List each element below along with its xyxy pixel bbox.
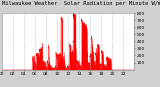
Text: Milwaukee Weather  Solar Radiation per Minute W/m2 (Last 24 Hours): Milwaukee Weather Solar Radiation per Mi… [2,1,160,6]
